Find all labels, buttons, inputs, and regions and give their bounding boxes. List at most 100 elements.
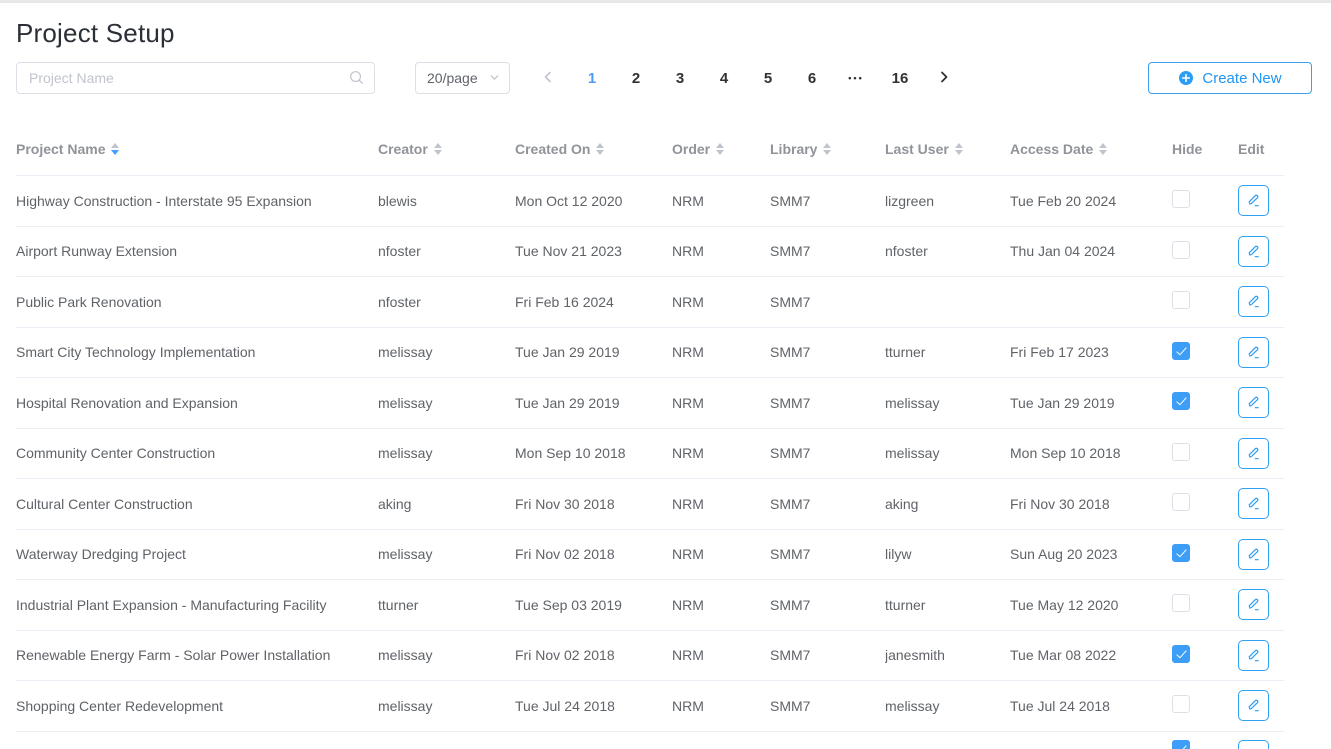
- cell-order: NRM: [672, 243, 704, 260]
- cell-last_user: lilyw: [885, 546, 912, 563]
- page-size-select[interactable]: 20/page: [415, 62, 510, 94]
- cell-edit: [1238, 387, 1284, 419]
- cell-creator: melissay: [378, 546, 433, 563]
- sort-caret-icon: [596, 142, 605, 155]
- column-header-name[interactable]: Project Name: [16, 141, 378, 157]
- edit-button[interactable]: [1238, 437, 1269, 469]
- cell-access_date: Tue Jul 24 2018: [1010, 697, 1110, 714]
- cell-hide: [1172, 644, 1238, 666]
- hide-checkbox[interactable]: [1172, 543, 1190, 562]
- edit-button[interactable]: [1238, 185, 1269, 217]
- cell-name: Renewable Energy Farm - Solar Power Inst…: [16, 647, 331, 664]
- pagination-page-2[interactable]: 2: [631, 69, 641, 87]
- cell-last_user: janesmith: [885, 647, 945, 664]
- edit-button[interactable]: [1238, 286, 1269, 318]
- column-header-library[interactable]: Library: [770, 141, 885, 157]
- cell-access_date: Tue May 12 2020: [1010, 596, 1119, 613]
- cell-hide: [1172, 543, 1238, 565]
- cell-last_user: nfoster: [885, 243, 928, 260]
- edit-button[interactable]: [1238, 639, 1269, 671]
- hide-checkbox[interactable]: [1172, 392, 1190, 411]
- cell-hide: [1172, 442, 1238, 464]
- column-header-access_date[interactable]: Access Date: [1010, 141, 1172, 157]
- cell-access_date: Tue Mar 08 2022: [1010, 647, 1117, 664]
- cell-edit: [1238, 690, 1284, 722]
- column-header-creator[interactable]: Creator: [378, 141, 515, 157]
- cell-edit: [1238, 488, 1284, 520]
- pagination-page-3[interactable]: 3: [675, 69, 685, 87]
- column-label: Created On: [515, 140, 591, 157]
- hide-checkbox[interactable]: [1172, 493, 1190, 512]
- cell-created_on: Tue Sep 03 2019: [515, 596, 622, 613]
- create-new-button[interactable]: Create New: [1148, 62, 1312, 94]
- hide-checkbox[interactable]: [1172, 739, 1190, 749]
- column-label: Access Date: [1010, 140, 1094, 157]
- pagination-page-1[interactable]: 1: [587, 69, 597, 87]
- cell-access_date: Thu Jan 04 2024: [1010, 243, 1116, 260]
- hide-checkbox[interactable]: [1172, 240, 1190, 259]
- table-row: Airport Runway Extension nfoster Tue Nov 2…: [16, 227, 1284, 277]
- column-header-last_user[interactable]: Last User: [885, 141, 1010, 157]
- cell-library: SMM7: [770, 495, 811, 512]
- hide-checkbox[interactable]: [1172, 695, 1190, 714]
- edit-button[interactable]: [1238, 336, 1269, 368]
- edit-button[interactable]: [1238, 235, 1269, 267]
- cell-order: NRM: [672, 596, 704, 613]
- cell-edit: [1238, 538, 1284, 570]
- edit-button[interactable]: [1238, 387, 1269, 419]
- cell-last_user: melissay: [885, 697, 940, 714]
- cell-name: Cultural Center Construction: [16, 495, 193, 512]
- table-row: [16, 732, 1284, 749]
- edit-button[interactable]: [1238, 589, 1269, 621]
- column-label: Creator: [378, 140, 428, 157]
- pagination-ellipsis[interactable]: •••: [848, 73, 864, 83]
- column-header-hide: Hide: [1172, 141, 1238, 157]
- pagination-page-4[interactable]: 4: [719, 69, 729, 87]
- cell-name: Hospital Renovation and Expansion: [16, 394, 238, 411]
- hide-checkbox[interactable]: [1172, 190, 1190, 209]
- column-label: Hide: [1172, 140, 1203, 157]
- sort-caret-icon: [1099, 142, 1108, 155]
- create-new-label: Create New: [1202, 69, 1282, 87]
- cell-creator: melissay: [378, 445, 433, 462]
- hide-checkbox[interactable]: [1172, 442, 1190, 461]
- cell-library: SMM7: [770, 546, 811, 563]
- table-row: Waterway Dredging Project melissay Fri Nov…: [16, 530, 1284, 580]
- pagination-next[interactable]: [928, 62, 960, 94]
- cell-order: NRM: [672, 344, 704, 361]
- sort-caret-icon: [823, 142, 832, 155]
- sort-caret-icon: [433, 142, 442, 155]
- edit-button[interactable]: [1238, 488, 1269, 520]
- cell-creator: blewis: [378, 192, 417, 209]
- search-icon[interactable]: [349, 70, 364, 90]
- hide-checkbox[interactable]: [1172, 594, 1190, 613]
- cell-edit: [1238, 286, 1284, 318]
- table-row: Cultural Center Construction aking Fri Nov…: [16, 479, 1284, 530]
- cell-last_user: aking: [885, 495, 919, 512]
- cell-library: SMM7: [770, 647, 811, 664]
- pagination-prev[interactable]: [532, 62, 564, 94]
- column-label: Last User: [885, 140, 949, 157]
- edit-button[interactable]: [1238, 538, 1269, 570]
- cell-creator: aking: [378, 495, 412, 512]
- cell-library: SMM7: [770, 596, 811, 613]
- hide-checkbox[interactable]: [1172, 341, 1190, 360]
- cell-created_on: Tue Nov 21 2023: [515, 243, 622, 260]
- cell-library: SMM7: [770, 445, 811, 462]
- cell-name: Community Center Construction: [16, 445, 216, 462]
- pagination-page-last[interactable]: 16: [891, 69, 909, 87]
- edit-button[interactable]: [1238, 739, 1269, 749]
- cell-library: SMM7: [770, 243, 811, 260]
- edit-button[interactable]: [1238, 690, 1269, 722]
- column-header-order[interactable]: Order: [672, 141, 770, 157]
- hide-checkbox[interactable]: [1172, 644, 1190, 663]
- cell-creator: nfoster: [378, 293, 421, 310]
- cell-edit: [1238, 639, 1284, 671]
- hide-checkbox[interactable]: [1172, 291, 1190, 310]
- sort-caret-icon: [954, 142, 963, 155]
- search-input[interactable]: [16, 62, 375, 94]
- pagination-page-6[interactable]: 6: [807, 69, 817, 87]
- cell-created_on: Fri Nov 02 2018: [515, 546, 615, 563]
- column-header-created_on[interactable]: Created On: [515, 141, 672, 157]
- pagination-page-5[interactable]: 5: [763, 69, 773, 87]
